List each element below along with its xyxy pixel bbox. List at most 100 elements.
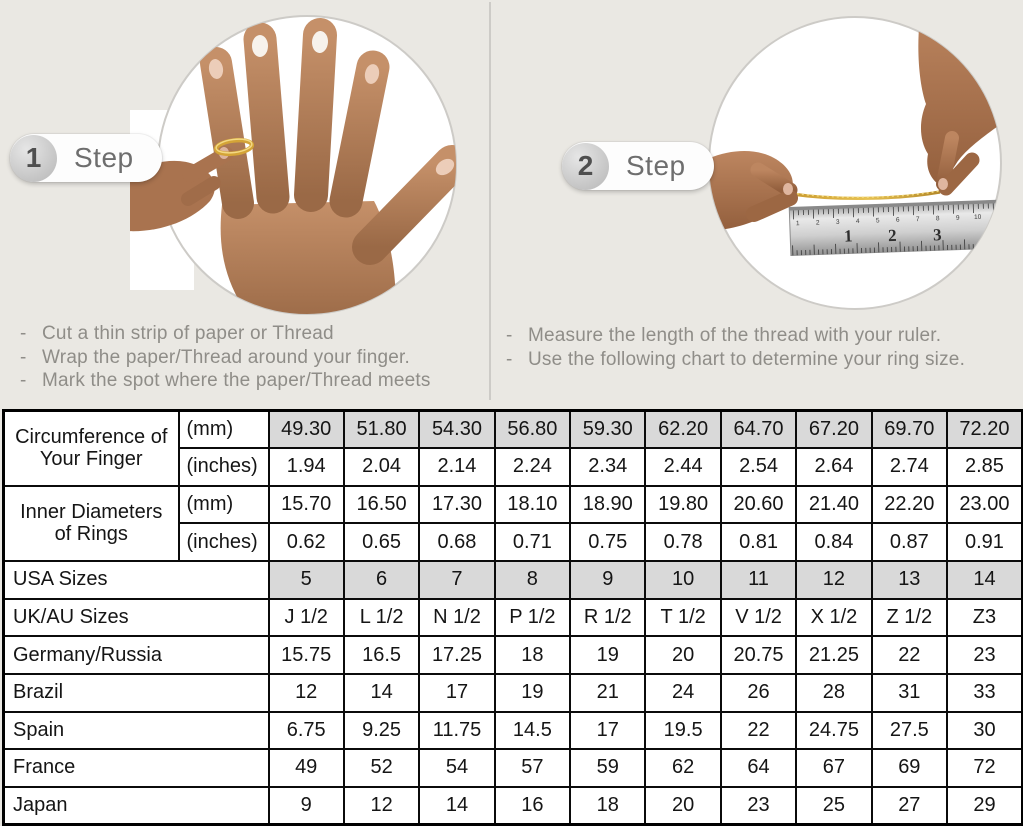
table-row: Circumference of Your Finger (mm) 49.30 51.…: [2, 409, 1023, 487]
size-value: 69: [870, 748, 949, 788]
nail: [783, 183, 793, 195]
size-value: 29: [946, 785, 1023, 826]
size-value: 28: [795, 672, 873, 713]
row-label: Brazil: [2, 672, 270, 713]
size-value: 72.20: [946, 409, 1023, 450]
size-value: 64: [719, 748, 798, 788]
size-value: 20: [644, 785, 722, 826]
size-value: 57: [493, 748, 572, 788]
gold-ring: [213, 137, 255, 157]
size-value: 9.25: [342, 710, 421, 751]
size-value: 1.94: [267, 447, 345, 487]
svg-text:6: 6: [896, 217, 900, 224]
size-value: 16.50: [342, 484, 421, 525]
svg-text:3: 3: [836, 219, 840, 226]
size-value: 22: [870, 635, 949, 675]
step-1-number: 1: [10, 134, 57, 182]
size-value: 49: [267, 748, 345, 788]
size-value: X 1/2: [795, 597, 873, 638]
size-value: 52: [342, 748, 421, 788]
size-value: 72: [946, 748, 1023, 788]
svg-text:7: 7: [916, 216, 920, 223]
size-value: 5: [267, 560, 345, 600]
size-value: 18: [493, 635, 572, 675]
size-value: 25: [795, 785, 873, 826]
size-value: 56.80: [493, 409, 572, 450]
table-row: France 49 52 54 57 59 62 64 67 69 72: [2, 748, 1023, 788]
ruler: 1 2 3 4 5 6 7 8 9 10 1 2 3: [788, 199, 1001, 256]
table-row: USA Sizes 5 6 7 8 9 10 11 12 13 14: [2, 560, 1023, 600]
step-2-number: 2: [562, 142, 609, 190]
size-value: 15.70: [267, 484, 345, 525]
table-row: (inches) 1.94 2.04 2.14 2.24 2.34 2.44 2.54 2.64…: [4, 447, 1023, 487]
size-value: 0.91: [946, 522, 1023, 562]
size-value: 31: [870, 672, 949, 713]
size-value: 23: [719, 785, 798, 826]
ring-size-chart: Circumference of Your Finger (mm) 49.30 51.…: [2, 409, 1023, 826]
row-group-label: Circumference of Your Finger: [2, 409, 180, 487]
size-value: 54: [418, 748, 496, 788]
size-value: 22.20: [870, 484, 949, 525]
size-value: 2.64: [795, 447, 873, 487]
size-value: 51.80: [342, 409, 421, 450]
nail: [435, 158, 455, 176]
size-value: Z 1/2: [870, 597, 949, 638]
size-value: 7: [418, 560, 496, 600]
size-value: 12: [342, 785, 421, 826]
unit-label: (mm): [177, 409, 270, 450]
size-value: 2.74: [870, 447, 949, 487]
unit-label: (inches): [177, 522, 270, 562]
size-value: 20.75: [719, 635, 798, 675]
size-value: 20.60: [719, 484, 798, 525]
size-value: 19.80: [644, 484, 722, 525]
size-value: J 1/2: [267, 597, 345, 638]
table-row: (inches) 0.62 0.65 0.68 0.71 0.75 0.78 0.81 0.84…: [4, 522, 1023, 562]
size-value: 19: [569, 635, 647, 675]
size-value: 27.5: [870, 710, 949, 751]
size-value: 17.25: [418, 635, 496, 675]
size-value: 17: [418, 672, 496, 713]
size-value: P 1/2: [493, 597, 572, 638]
svg-text:2: 2: [816, 219, 820, 226]
size-value: 21.25: [795, 635, 873, 675]
size-value: 0.87: [870, 522, 949, 562]
size-value: 14: [342, 672, 421, 713]
size-value: L 1/2: [342, 597, 421, 638]
row-label: USA Sizes: [2, 560, 270, 600]
svg-text:2: 2: [888, 226, 897, 245]
size-value: 17: [569, 710, 647, 751]
size-value: 24: [644, 672, 722, 713]
size-value: 54.30: [418, 409, 496, 450]
svg-text:3: 3: [933, 225, 942, 244]
step-1-badge: 1 Step: [10, 134, 162, 182]
size-value: V 1/2: [719, 597, 798, 638]
size-value: 22: [719, 710, 798, 751]
size-value: 0.75: [569, 522, 647, 562]
size-value: 21.40: [795, 484, 873, 525]
size-value: R 1/2: [569, 597, 647, 638]
size-value: 0.65: [342, 522, 421, 562]
instruction-line: - Measure the length of the thread with y…: [506, 325, 942, 346]
size-value: 2.54: [719, 447, 798, 487]
row-label: France: [2, 748, 270, 788]
size-value: 13: [870, 560, 949, 600]
panel-divider: [489, 2, 491, 400]
size-value: 2.34: [569, 447, 647, 487]
size-value: 2.14: [418, 447, 496, 487]
size-value: 24.75: [795, 710, 873, 751]
size-value: 21: [569, 672, 647, 713]
size-value: 18.90: [569, 484, 647, 525]
size-value: 30: [946, 710, 1023, 751]
size-value: 2.85: [946, 447, 1023, 487]
svg-text:1: 1: [844, 226, 853, 245]
size-value: 9: [569, 560, 647, 600]
size-value: 0.84: [795, 522, 873, 562]
table-row: UK/AU Sizes J 1/2 L 1/2 N 1/2 P 1/2 R 1/2 T 1/…: [2, 597, 1023, 638]
size-value: 12: [795, 560, 873, 600]
table-row: Brazil 12 14 17 19 21 24 26 28 31 33: [2, 672, 1023, 713]
svg-text:1: 1: [796, 220, 800, 227]
size-value: 26: [719, 672, 798, 713]
size-value: 14: [418, 785, 496, 826]
row-label: Spain: [2, 710, 270, 751]
table-row: Japan 9 12 14 16 18 20 23 25 27 29: [2, 785, 1023, 826]
